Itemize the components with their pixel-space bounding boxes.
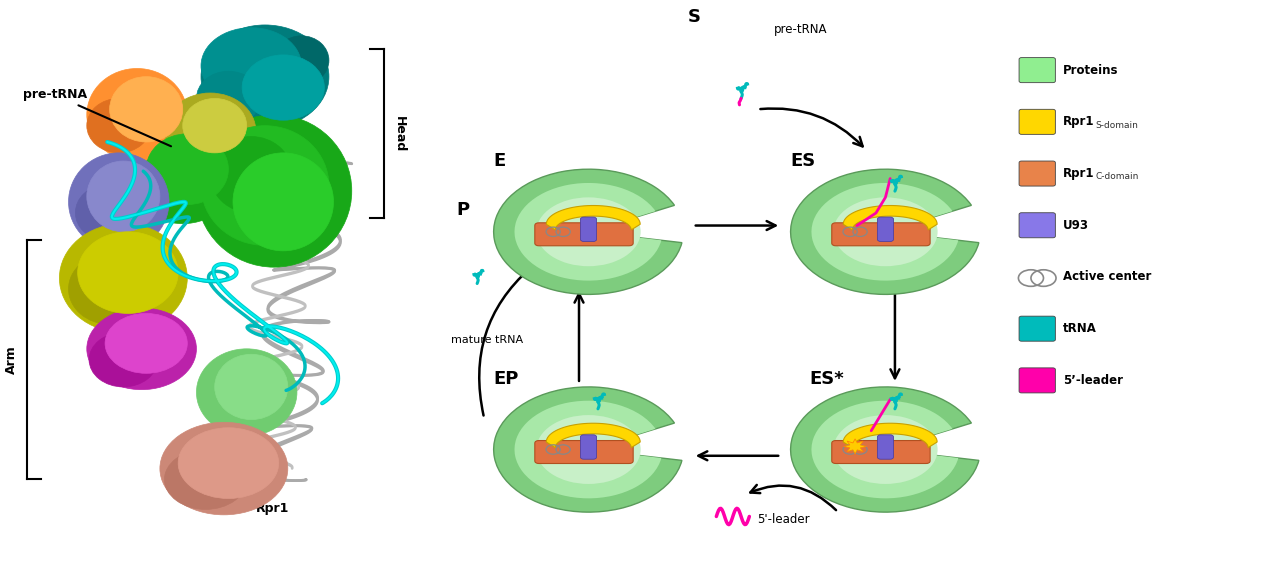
Wedge shape	[537, 197, 641, 266]
Ellipse shape	[105, 314, 188, 373]
Ellipse shape	[69, 253, 151, 324]
FancyBboxPatch shape	[1019, 213, 1056, 238]
Wedge shape	[514, 183, 661, 281]
Wedge shape	[811, 183, 958, 281]
Ellipse shape	[165, 450, 246, 509]
Text: Rpr1: Rpr1	[1063, 167, 1094, 180]
FancyBboxPatch shape	[1019, 316, 1056, 341]
Ellipse shape	[128, 126, 237, 223]
Text: pre-tRNA: pre-tRNA	[23, 88, 171, 146]
Wedge shape	[811, 401, 958, 498]
FancyBboxPatch shape	[534, 441, 633, 463]
Ellipse shape	[86, 99, 151, 153]
Ellipse shape	[274, 36, 329, 85]
Text: S-domain: S-domain	[1096, 121, 1138, 130]
Wedge shape	[537, 415, 641, 484]
FancyBboxPatch shape	[580, 435, 596, 459]
FancyBboxPatch shape	[534, 223, 633, 246]
FancyBboxPatch shape	[831, 441, 930, 463]
Ellipse shape	[178, 428, 279, 498]
Wedge shape	[514, 401, 661, 498]
Ellipse shape	[89, 332, 157, 387]
FancyBboxPatch shape	[1019, 109, 1056, 134]
Text: 5’-leader: 5’-leader	[1063, 374, 1123, 387]
Ellipse shape	[242, 55, 325, 120]
Text: Rpr1: Rpr1	[1063, 115, 1094, 128]
Text: tRNA: tRNA	[1063, 322, 1096, 335]
Ellipse shape	[109, 77, 183, 142]
Ellipse shape	[165, 93, 256, 169]
Text: S: S	[688, 9, 700, 26]
Ellipse shape	[183, 99, 246, 153]
Wedge shape	[494, 169, 681, 294]
Ellipse shape	[233, 153, 334, 251]
Text: Proteins: Proteins	[1063, 64, 1118, 77]
Polygon shape	[843, 205, 937, 230]
Text: Rpr1: Rpr1	[256, 502, 289, 515]
Wedge shape	[791, 169, 978, 294]
Wedge shape	[494, 387, 681, 512]
Polygon shape	[844, 439, 867, 454]
FancyBboxPatch shape	[1019, 161, 1056, 186]
Ellipse shape	[201, 25, 329, 128]
Ellipse shape	[211, 137, 292, 213]
Ellipse shape	[197, 349, 297, 436]
Ellipse shape	[69, 153, 169, 251]
Ellipse shape	[146, 134, 228, 205]
Ellipse shape	[86, 161, 160, 232]
Text: ES: ES	[791, 152, 816, 170]
Text: P: P	[457, 201, 470, 219]
Polygon shape	[546, 205, 640, 230]
Ellipse shape	[75, 185, 135, 240]
FancyBboxPatch shape	[1019, 58, 1056, 83]
Text: Active center: Active center	[1063, 270, 1151, 284]
FancyBboxPatch shape	[877, 435, 893, 459]
Polygon shape	[546, 423, 640, 447]
Ellipse shape	[214, 354, 288, 420]
Wedge shape	[834, 197, 938, 266]
Ellipse shape	[201, 28, 302, 104]
Text: 5'-leader: 5'-leader	[758, 513, 810, 526]
Text: pre-tRNA: pre-tRNA	[774, 23, 827, 36]
Ellipse shape	[201, 126, 329, 246]
Polygon shape	[843, 423, 937, 447]
Ellipse shape	[77, 232, 178, 314]
FancyBboxPatch shape	[877, 217, 893, 242]
Ellipse shape	[160, 422, 288, 515]
Wedge shape	[834, 415, 938, 484]
Ellipse shape	[86, 69, 188, 161]
FancyBboxPatch shape	[580, 217, 596, 242]
FancyBboxPatch shape	[831, 223, 930, 246]
Text: Arm: Arm	[5, 345, 18, 374]
Text: EP: EP	[494, 370, 519, 388]
Text: Head: Head	[393, 116, 406, 152]
Text: ES*: ES*	[810, 370, 844, 388]
Ellipse shape	[197, 115, 352, 267]
Text: U93: U93	[1063, 219, 1089, 232]
Ellipse shape	[197, 71, 260, 126]
FancyBboxPatch shape	[1019, 368, 1056, 393]
Ellipse shape	[60, 223, 188, 332]
Ellipse shape	[86, 308, 197, 390]
Text: C-domain: C-domain	[1096, 172, 1140, 181]
Text: mature tRNA: mature tRNA	[450, 335, 523, 345]
Text: E: E	[494, 152, 506, 170]
Wedge shape	[791, 387, 978, 512]
